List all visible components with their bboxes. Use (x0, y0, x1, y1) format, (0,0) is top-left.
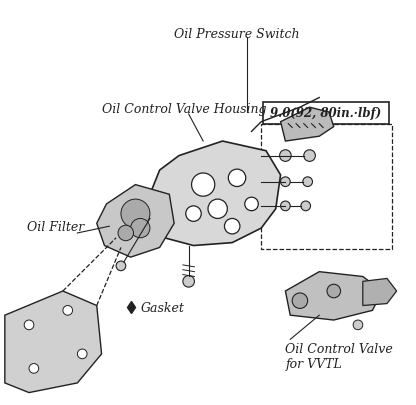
Circle shape (280, 150, 291, 162)
Circle shape (77, 349, 87, 359)
Circle shape (327, 285, 341, 298)
Circle shape (118, 226, 134, 241)
Circle shape (228, 170, 246, 187)
Circle shape (116, 261, 126, 271)
Circle shape (29, 364, 39, 373)
Circle shape (131, 219, 150, 238)
Circle shape (208, 200, 228, 219)
Circle shape (186, 207, 201, 222)
Circle shape (304, 150, 315, 162)
Circle shape (183, 276, 194, 288)
Circle shape (24, 320, 34, 330)
Circle shape (191, 174, 215, 197)
Circle shape (292, 293, 308, 309)
Polygon shape (150, 142, 280, 246)
Text: Oil Filter: Oil Filter (27, 221, 84, 234)
Circle shape (303, 177, 312, 187)
Circle shape (301, 202, 311, 211)
Polygon shape (285, 272, 382, 320)
Circle shape (121, 200, 150, 228)
Polygon shape (363, 279, 396, 306)
Text: Gasket: Gasket (140, 301, 184, 314)
Circle shape (245, 198, 258, 211)
Bar (263, 103, 389, 124)
Text: Oil Control Valve Housing: Oil Control Valve Housing (102, 103, 266, 116)
Circle shape (280, 202, 290, 211)
Circle shape (63, 306, 72, 315)
Polygon shape (97, 185, 174, 258)
Polygon shape (5, 291, 102, 392)
Bar (261, 124, 392, 250)
Circle shape (280, 177, 290, 187)
Circle shape (225, 219, 240, 234)
Polygon shape (280, 108, 334, 142)
Text: Oil Control Valve
for VVTL: Oil Control Valve for VVTL (285, 343, 393, 370)
Text: 9.0(92, 80in.·lbf): 9.0(92, 80in.·lbf) (270, 107, 381, 120)
Text: Oil Pressure Switch: Oil Pressure Switch (174, 28, 300, 41)
Circle shape (353, 320, 363, 330)
